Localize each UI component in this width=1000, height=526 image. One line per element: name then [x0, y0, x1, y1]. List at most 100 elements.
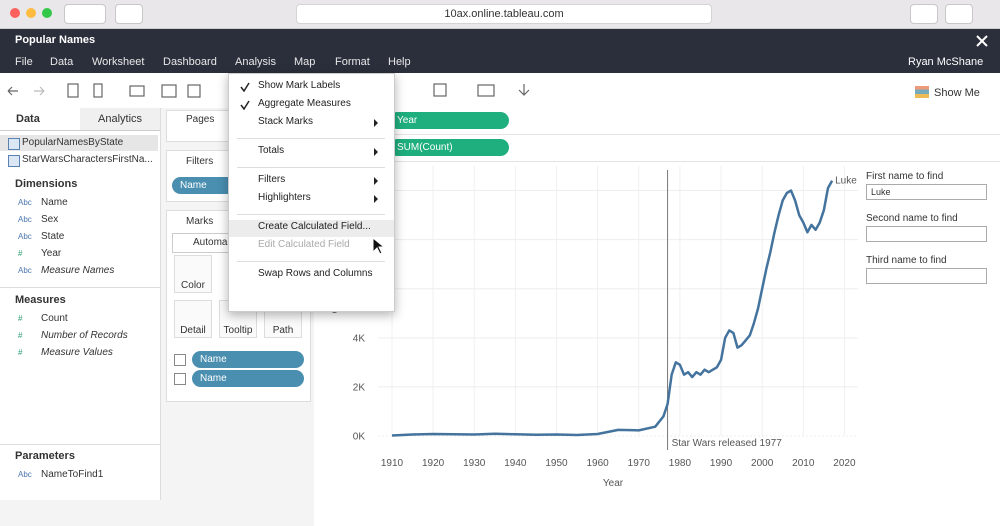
field-type: Abc	[18, 198, 32, 207]
field-name[interactable]: Year	[41, 248, 62, 259]
series-end-label: Luke	[835, 176, 857, 187]
field-type: Abc	[18, 470, 32, 479]
tab-bg	[80, 108, 160, 130]
pill-icon	[174, 354, 186, 366]
menu-entry[interactable]: Stack Marks	[258, 116, 314, 127]
url-bar[interactable]: 10ax.online.tableau.com	[296, 4, 712, 24]
menu-entry[interactable]: Aggregate Measures	[258, 98, 351, 109]
footer	[0, 500, 161, 526]
card-title: Marks	[186, 216, 214, 227]
mark-button-label: Path	[272, 325, 294, 336]
param-input[interactable]	[866, 226, 987, 242]
submenu-arrow	[374, 177, 378, 185]
field-name[interactable]: Measure Names	[41, 265, 115, 276]
show-me[interactable]: Show Me	[934, 87, 980, 99]
x-tick-label: 1910	[381, 458, 404, 469]
menu-item[interactable]: Help	[388, 56, 411, 68]
analysis-menu: Show Mark Labels Aggregate Measures Stack …	[228, 73, 395, 312]
param-input[interactable]: Luke	[866, 184, 987, 200]
sidebar-button[interactable]	[115, 4, 143, 24]
section-divider	[0, 444, 160, 445]
close-icon[interactable]	[976, 35, 988, 47]
field-type: Abc	[18, 266, 32, 275]
menu-item[interactable]: Format	[335, 56, 370, 68]
mark-type[interactable]: Automa	[193, 237, 228, 248]
field-type: #	[18, 348, 23, 357]
field-name[interactable]: Name	[41, 197, 68, 208]
user-name[interactable]: Ryan McShane	[908, 56, 984, 68]
x-tick-label: 1950	[545, 458, 568, 469]
source-icon	[8, 155, 20, 167]
app-header	[0, 29, 1000, 73]
submenu-arrow	[374, 195, 378, 203]
pane-tab[interactable]: Analytics	[98, 113, 143, 125]
mark-pill[interactable]: Name	[192, 351, 304, 368]
nav-buttons[interactable]	[64, 4, 106, 24]
menu-entry[interactable]: Swap Rows and Columns	[258, 268, 373, 279]
x-tick-label: 1980	[669, 458, 692, 469]
menu-item[interactable]: Analysis	[235, 56, 276, 68]
menu-item[interactable]: File	[15, 56, 33, 68]
section-divider	[0, 287, 160, 288]
x-tick-label: 2000	[751, 458, 774, 469]
mark-button-label: Tooltip	[223, 325, 253, 336]
url: 10ax.online.tableau.com	[444, 8, 564, 20]
reference-label: Star Wars released 1977	[672, 438, 783, 449]
share-button[interactable]	[910, 4, 938, 24]
submenu-arrow	[374, 119, 378, 127]
data-source[interactable]: PopularNamesByState	[22, 137, 124, 148]
mark-button-label: Color	[181, 280, 205, 291]
menu-entry[interactable]: Create Calculated Field...	[258, 221, 371, 232]
menu-check	[240, 100, 250, 110]
field-name[interactable]: NameToFind1	[41, 469, 104, 480]
menu-separator	[237, 167, 385, 168]
menu-separator	[237, 261, 385, 262]
field-name[interactable]: State	[41, 231, 65, 242]
menu-highlight	[229, 220, 394, 237]
y-tick-label: 4K	[353, 333, 366, 344]
field-type: Abc	[18, 215, 32, 224]
minimize-dot[interactable]	[26, 8, 36, 18]
menu-entry[interactable]: Highlighters	[258, 192, 311, 203]
mark-button[interactable]: Detail	[174, 300, 212, 338]
pill-icon	[174, 373, 186, 385]
mark-pill[interactable]: Name	[192, 370, 304, 387]
mark-button[interactable]: Color	[174, 255, 212, 293]
menu-item[interactable]: Map	[294, 56, 316, 68]
column-pill[interactable]: Year	[389, 112, 509, 129]
section-title: Dimensions	[15, 178, 78, 190]
close-dot[interactable]	[10, 8, 20, 18]
show-me-icon	[915, 86, 929, 98]
field-name[interactable]: Sex	[41, 214, 59, 225]
source-highlight	[0, 135, 158, 151]
app-title: Popular Names	[15, 34, 96, 46]
card-title: Pages	[186, 114, 215, 125]
param-input[interactable]	[866, 268, 987, 284]
param-value: Luke	[871, 187, 891, 197]
menu-entry[interactable]: Filters	[258, 174, 286, 185]
zoom-dot[interactable]	[42, 8, 52, 18]
pane-tab[interactable]: Data	[16, 113, 40, 125]
param-label: Second name to find	[866, 213, 958, 224]
y-tick-label: 0K	[353, 432, 366, 443]
menu-item[interactable]: Worksheet	[92, 56, 145, 68]
data-source[interactable]: StarWarsCharactersFirstNa...	[22, 154, 153, 165]
menu-item[interactable]: Data	[50, 56, 74, 68]
field-name[interactable]: Measure Values	[41, 347, 113, 358]
menu-entry[interactable]: Show Mark Labels	[258, 80, 341, 91]
field-name[interactable]: Number of Records	[41, 330, 128, 341]
field-name[interactable]: Count	[41, 313, 68, 324]
x-axis-label: Year	[603, 478, 624, 489]
menu-entry: Edit Calculated Field	[258, 239, 350, 250]
x-tick-label: 2010	[792, 458, 815, 469]
menu-entry[interactable]: Totals	[258, 145, 285, 156]
tabs-button[interactable]	[945, 4, 973, 24]
toolbar-icons	[7, 83, 530, 98]
field-type: #	[18, 314, 23, 323]
x-tick-label: 1930	[463, 458, 486, 469]
menu-item[interactable]: Dashboard	[163, 56, 217, 68]
x-tick-label: 1920	[422, 458, 445, 469]
row-pill[interactable]: SUM(Count)	[389, 139, 509, 156]
